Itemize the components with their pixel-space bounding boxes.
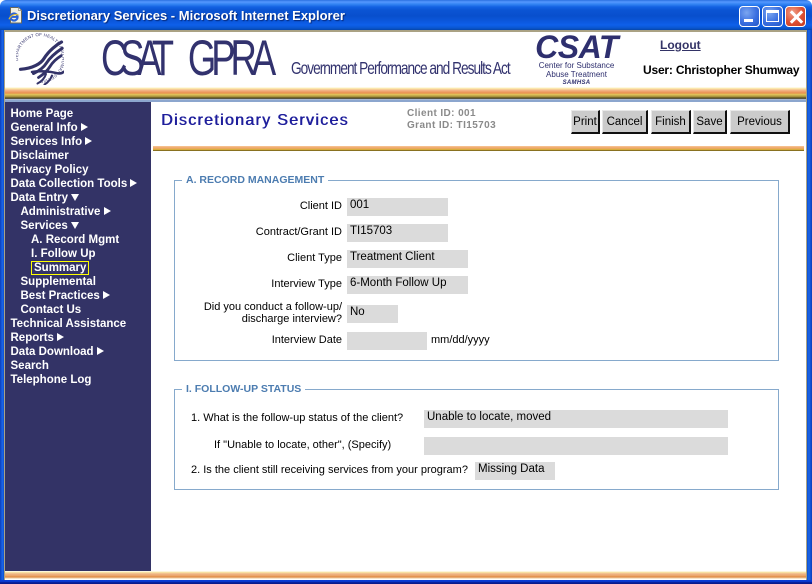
svg-text:GPRA: GPRA	[188, 32, 277, 86]
svg-text:CSAT: CSAT	[101, 32, 174, 86]
svg-text:Government Performance and Res: Government Performance and Results Act	[291, 59, 511, 78]
